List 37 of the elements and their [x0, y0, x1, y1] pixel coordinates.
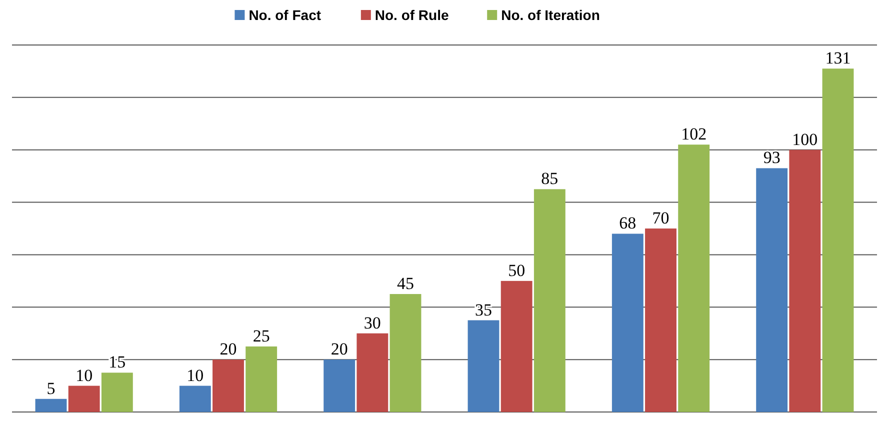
legend-label: No. of Rule: [374, 7, 449, 23]
data-label: 102: [681, 124, 707, 144]
bar: [68, 386, 100, 412]
bar: [678, 144, 710, 412]
data-label: 85: [541, 169, 558, 188]
data-label: 20: [220, 340, 237, 359]
data-label: 70: [652, 208, 670, 228]
bar: [756, 168, 788, 412]
bar: [101, 372, 133, 412]
bar: [534, 189, 566, 412]
data-label: 20: [330, 340, 348, 359]
data-label: 68: [619, 214, 636, 233]
bar: [390, 294, 422, 412]
bar: [500, 280, 532, 412]
data-label: 50: [508, 260, 526, 280]
data-label: 93: [763, 148, 780, 168]
legend-label: No. of Fact: [248, 7, 322, 23]
data-label: 30: [364, 313, 381, 332]
legend-label: No. of Iteration: [501, 7, 600, 23]
bar: [324, 360, 356, 412]
data-label: 5: [46, 378, 56, 398]
data-label: 131: [825, 48, 851, 68]
data-label: 25: [252, 326, 270, 346]
bar: [356, 333, 388, 412]
data-label: 100: [792, 130, 818, 149]
bar: [612, 234, 644, 412]
bar: [645, 228, 676, 412]
data-label: 10: [186, 366, 204, 385]
data-label: 10: [76, 366, 93, 385]
bar: [212, 360, 244, 412]
bar: [468, 320, 500, 412]
bar: [789, 150, 821, 412]
bar: [35, 398, 67, 412]
data-label: 45: [397, 274, 414, 294]
bar: [179, 386, 211, 412]
bar: [822, 68, 854, 412]
bar: [246, 346, 278, 412]
